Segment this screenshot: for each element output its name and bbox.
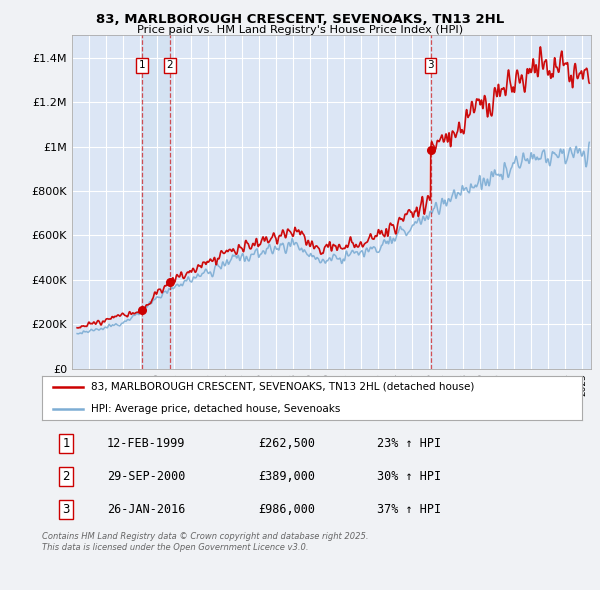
Text: 26-JAN-2016: 26-JAN-2016 xyxy=(107,503,185,516)
Text: Contains HM Land Registry data © Crown copyright and database right 2025.
This d: Contains HM Land Registry data © Crown c… xyxy=(42,532,368,552)
Text: 29-SEP-2000: 29-SEP-2000 xyxy=(107,470,185,483)
Text: £262,500: £262,500 xyxy=(258,437,315,450)
Text: 2: 2 xyxy=(167,60,173,70)
Text: 2: 2 xyxy=(62,470,70,483)
Text: 1: 1 xyxy=(139,60,145,70)
Text: £389,000: £389,000 xyxy=(258,470,315,483)
Text: Price paid vs. HM Land Registry's House Price Index (HPI): Price paid vs. HM Land Registry's House … xyxy=(137,25,463,35)
Text: 83, MARLBOROUGH CRESCENT, SEVENOAKS, TN13 2HL (detached house): 83, MARLBOROUGH CRESCENT, SEVENOAKS, TN1… xyxy=(91,382,474,392)
Text: HPI: Average price, detached house, Sevenoaks: HPI: Average price, detached house, Seve… xyxy=(91,404,340,414)
Text: 12-FEB-1999: 12-FEB-1999 xyxy=(107,437,185,450)
Text: 3: 3 xyxy=(427,60,434,70)
Text: 3: 3 xyxy=(62,503,70,516)
Bar xyxy=(142,35,170,369)
Text: 1: 1 xyxy=(62,437,70,450)
Text: £986,000: £986,000 xyxy=(258,503,315,516)
Text: 83, MARLBOROUGH CRESCENT, SEVENOAKS, TN13 2HL: 83, MARLBOROUGH CRESCENT, SEVENOAKS, TN1… xyxy=(96,13,504,26)
Text: 23% ↑ HPI: 23% ↑ HPI xyxy=(377,437,441,450)
Text: 37% ↑ HPI: 37% ↑ HPI xyxy=(377,503,441,516)
Text: 30% ↑ HPI: 30% ↑ HPI xyxy=(377,470,441,483)
